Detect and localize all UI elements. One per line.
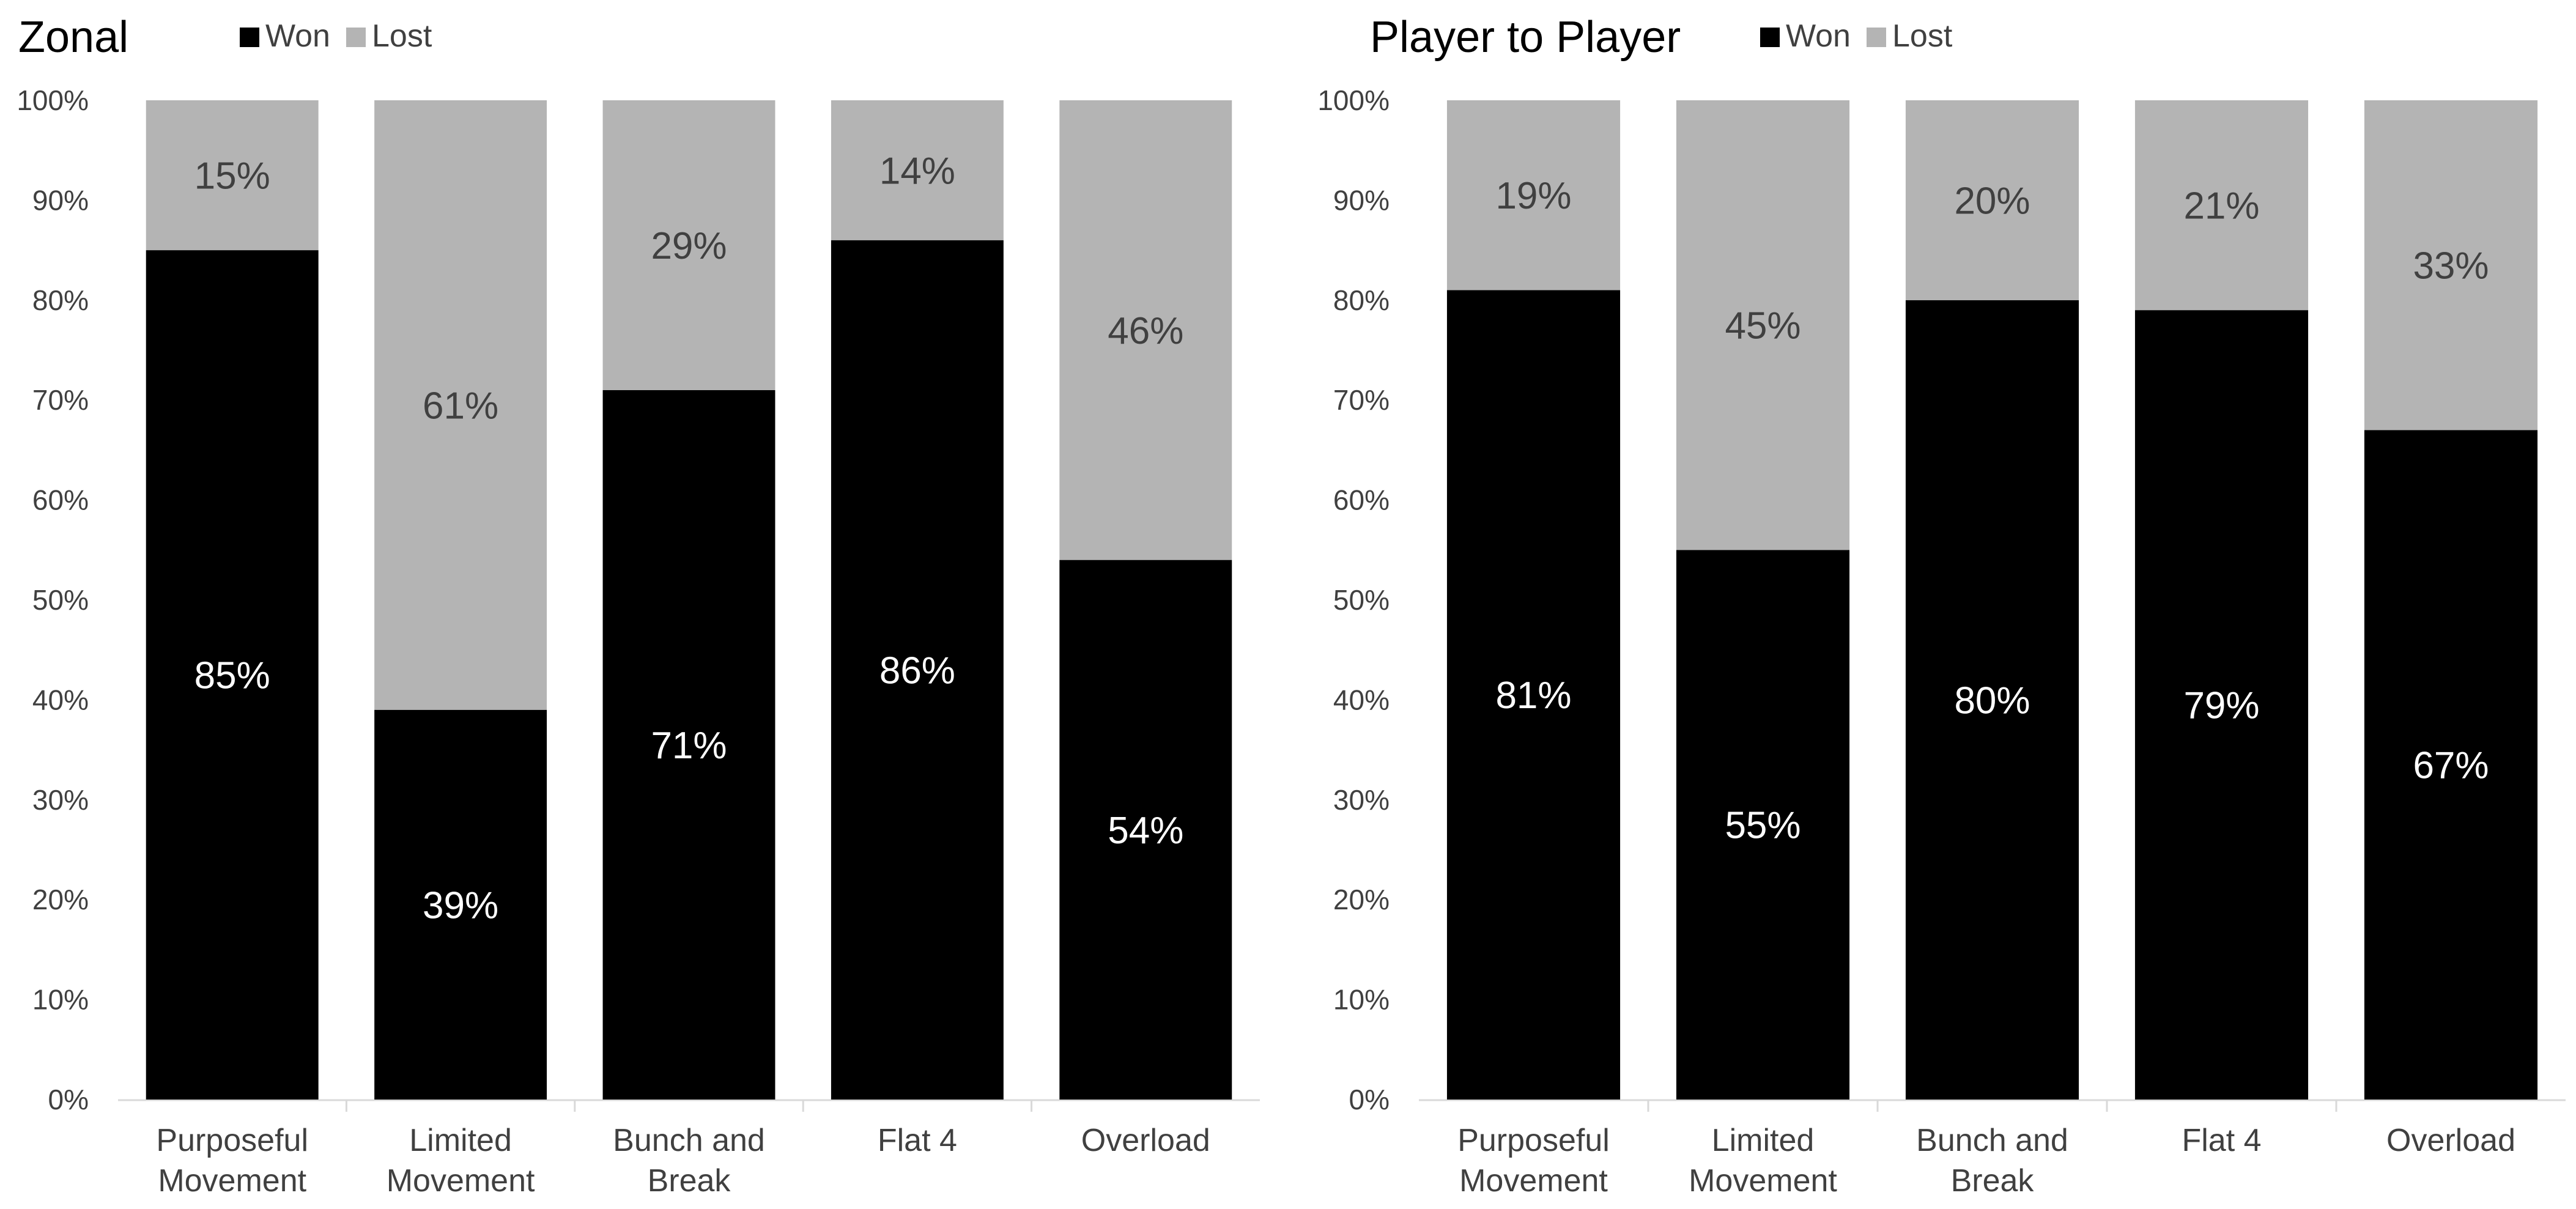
legend-swatch-lost bbox=[1867, 28, 1886, 47]
y-tick-label: 100% bbox=[1317, 84, 1390, 116]
y-tick-label: 90% bbox=[1333, 184, 1390, 216]
bar-lost bbox=[602, 100, 775, 390]
bar-won bbox=[1446, 290, 1621, 1100]
bar-won bbox=[1059, 560, 1232, 1100]
bar-won bbox=[374, 709, 547, 1100]
data-label-won: 79% bbox=[2183, 685, 2259, 727]
x-category-label: Bunch and Break bbox=[613, 1123, 765, 1199]
data-label-won: 86% bbox=[879, 649, 955, 692]
y-tick-label: 80% bbox=[32, 284, 89, 316]
data-label-lost: 46% bbox=[1108, 310, 1183, 352]
y-tick-label: 30% bbox=[1333, 784, 1390, 816]
x-category-label: Purposeful Movement bbox=[156, 1123, 308, 1199]
y-tick-label: 90% bbox=[32, 184, 89, 216]
y-tick-label: 0% bbox=[48, 1084, 89, 1115]
data-label-lost: 33% bbox=[2413, 245, 2489, 287]
bar-lost bbox=[1905, 100, 2079, 300]
bar-lost bbox=[1446, 100, 1621, 290]
bar-won bbox=[831, 240, 1004, 1100]
x-category-label: Overload bbox=[1081, 1123, 1210, 1158]
legend-swatch-won bbox=[1760, 28, 1780, 47]
data-label-won: 80% bbox=[1954, 679, 2030, 722]
x-category-label: Limited Movement bbox=[387, 1123, 535, 1199]
y-tick-label: 60% bbox=[32, 484, 89, 516]
y-tick-label: 30% bbox=[32, 784, 89, 816]
legend-label-lost: Lost bbox=[1892, 18, 1953, 54]
y-tick-label: 0% bbox=[1349, 1084, 1390, 1115]
legend-label-lost: Lost bbox=[372, 18, 432, 54]
bar-won bbox=[1676, 550, 1850, 1100]
x-category-label: Overload bbox=[2386, 1123, 2515, 1158]
bar-lost bbox=[2134, 100, 2309, 311]
bar-lost bbox=[146, 100, 319, 251]
y-tick-label: 40% bbox=[32, 684, 89, 715]
x-category-label: Flat 4 bbox=[2182, 1123, 2261, 1158]
data-label-won: 85% bbox=[194, 655, 270, 697]
legend-swatch-lost bbox=[346, 28, 366, 47]
data-label-lost: 61% bbox=[423, 385, 498, 427]
legend-label-won: Won bbox=[1786, 18, 1851, 54]
y-tick-label: 60% bbox=[1333, 484, 1390, 516]
data-label-lost: 20% bbox=[1954, 180, 2030, 222]
bar-won bbox=[2364, 430, 2538, 1100]
y-tick-label: 50% bbox=[1333, 584, 1390, 616]
bar-won bbox=[602, 390, 775, 1100]
data-label-lost: 29% bbox=[651, 225, 727, 267]
data-label-lost: 15% bbox=[194, 155, 270, 198]
chart-2: Player to Player Won Lost 0% 10% 20% 30% 40% 50%… bbox=[1317, 13, 2566, 1199]
bar-won bbox=[2134, 310, 2309, 1100]
y-tick-label: 10% bbox=[32, 984, 89, 1016]
y-tick-label: 40% bbox=[1333, 684, 1390, 715]
y-tick-label: 100% bbox=[17, 84, 89, 116]
chart-title: Zonal bbox=[18, 13, 128, 62]
data-label-lost: 14% bbox=[879, 150, 955, 192]
y-tick-label: 50% bbox=[32, 584, 89, 616]
data-label-won: 81% bbox=[1495, 675, 1571, 717]
bar-won bbox=[1905, 300, 2079, 1100]
y-tick-label: 20% bbox=[1333, 884, 1390, 915]
y-tick-label: 20% bbox=[32, 884, 89, 915]
legend-swatch-won bbox=[240, 28, 259, 47]
bar-lost bbox=[1676, 100, 1850, 550]
x-category-label: Purposeful Movement bbox=[1457, 1123, 1610, 1199]
y-tick-label: 80% bbox=[1333, 284, 1390, 316]
chart-title: Player to Player bbox=[1370, 13, 1681, 62]
data-label-lost: 45% bbox=[1725, 305, 1801, 347]
data-label-won: 67% bbox=[2413, 745, 2489, 787]
bar-won bbox=[146, 250, 319, 1100]
data-label-lost: 19% bbox=[1495, 175, 1571, 217]
chart-1: Zonal Won Lost 0% 10% 20% 30% 40% 50% 60% 70% 80% 90… bbox=[17, 13, 1260, 1199]
data-label-won: 54% bbox=[1108, 810, 1183, 852]
x-category-label: Limited Movement bbox=[1689, 1123, 1837, 1199]
y-tick-label: 10% bbox=[1333, 984, 1390, 1016]
bar-lost bbox=[2364, 100, 2538, 431]
bar-lost bbox=[374, 100, 547, 710]
data-label-won: 55% bbox=[1725, 805, 1801, 847]
x-category-label: Bunch and Break bbox=[1916, 1123, 2068, 1199]
bar-lost bbox=[831, 100, 1004, 240]
legend-label-won: Won bbox=[265, 18, 330, 54]
y-tick-label: 70% bbox=[1333, 384, 1390, 416]
data-label-won: 71% bbox=[651, 725, 727, 767]
bar-lost bbox=[1059, 100, 1232, 560]
x-category-label: Flat 4 bbox=[878, 1123, 957, 1158]
data-label-lost: 21% bbox=[2183, 185, 2259, 227]
data-label-won: 39% bbox=[423, 884, 498, 926]
y-tick-label: 70% bbox=[32, 384, 89, 416]
